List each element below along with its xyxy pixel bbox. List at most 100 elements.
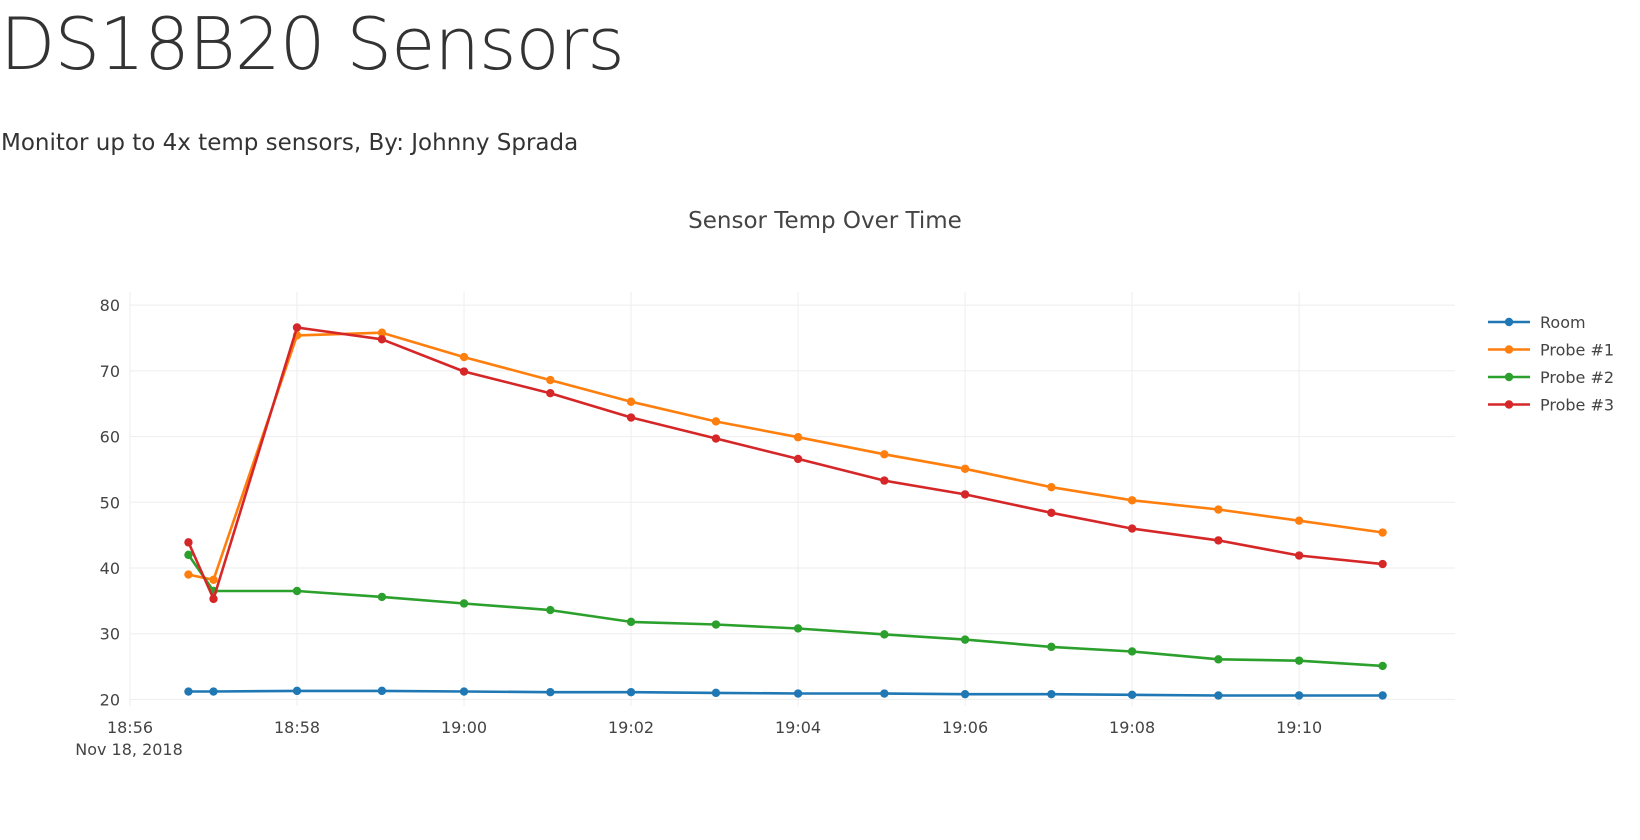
data-point[interactable] (960, 490, 970, 499)
chart-axes: 20 30 40 50 60 70 80 18:56 18:58 19:00 19:02 19:04 1… (75, 296, 1322, 759)
x-tick-label: 18:56 (107, 718, 153, 737)
chart-grid (129, 292, 1455, 706)
legend-item[interactable]: Probe #1 (1488, 341, 1614, 360)
x-tick-label: 19:08 (1109, 718, 1155, 737)
data-point[interactable] (793, 624, 803, 633)
data-point[interactable] (880, 630, 889, 639)
data-point[interactable] (209, 594, 218, 604)
data-point[interactable] (1214, 536, 1223, 545)
data-point[interactable] (546, 605, 555, 615)
y-tick-label: 20 (100, 690, 120, 709)
data-point[interactable] (459, 599, 469, 608)
data-point[interactable] (880, 689, 889, 698)
legend-item[interactable]: Probe #2 (1488, 368, 1614, 387)
data-point[interactable] (209, 575, 218, 585)
legend-label: Probe #3 (1540, 396, 1614, 415)
chart-series[interactable] (184, 323, 1387, 700)
data-point[interactable] (1294, 516, 1304, 525)
data-point[interactable] (793, 433, 803, 442)
data-point[interactable] (1294, 691, 1304, 700)
data-point[interactable] (880, 450, 889, 459)
legend-item[interactable]: Probe #3 (1488, 396, 1614, 415)
chart-title: Sensor Temp Over Time (688, 208, 962, 234)
legend-item[interactable]: Room (1488, 313, 1586, 332)
data-point[interactable] (1047, 642, 1056, 652)
data-point[interactable] (793, 454, 803, 464)
data-point[interactable] (711, 434, 721, 443)
legend-swatch-marker (1504, 372, 1514, 382)
data-point[interactable] (292, 323, 302, 332)
series-0[interactable] (184, 686, 1387, 700)
sensor-temp-chart[interactable]: Sensor Temp Over Time 20 30 40 50 60 70 80 18:5… (0, 190, 1640, 810)
data-point[interactable] (209, 687, 218, 696)
series-line[interactable] (187, 326, 1383, 601)
data-point[interactable] (1378, 661, 1387, 671)
series-line[interactable] (188, 689, 1383, 697)
data-point[interactable] (292, 686, 302, 696)
data-point[interactable] (880, 476, 889, 485)
data-point[interactable] (1378, 691, 1387, 700)
data-point[interactable] (1047, 482, 1056, 492)
series-3[interactable] (184, 323, 1387, 604)
y-tick-label: 40 (100, 559, 120, 578)
x-tick-label: 19:02 (608, 718, 654, 737)
data-point[interactable] (459, 687, 469, 696)
x-date-label: Nov 18, 2018 (75, 740, 183, 759)
data-point[interactable] (960, 464, 970, 473)
data-point[interactable] (1214, 655, 1223, 664)
x-tick-label: 19:00 (441, 718, 487, 737)
data-point[interactable] (377, 335, 387, 344)
data-point[interactable] (711, 688, 721, 698)
data-point[interactable] (377, 328, 387, 337)
data-point[interactable] (626, 397, 636, 406)
x-tick-label: 19:06 (942, 718, 988, 737)
data-point[interactable] (711, 417, 721, 426)
data-point[interactable] (184, 570, 193, 579)
legend-label: Room (1540, 313, 1586, 332)
data-point[interactable] (546, 375, 555, 385)
data-point[interactable] (1294, 656, 1304, 665)
y-tick-label: 30 (100, 625, 120, 644)
data-point[interactable] (1127, 647, 1137, 656)
data-point[interactable] (546, 389, 555, 398)
data-point[interactable] (1294, 551, 1304, 560)
data-point[interactable] (1127, 690, 1137, 700)
data-point[interactable] (292, 586, 302, 596)
data-point[interactable] (1127, 496, 1137, 505)
data-point[interactable] (546, 688, 555, 697)
x-tick-label: 19:04 (775, 718, 821, 737)
data-point[interactable] (1047, 508, 1056, 517)
series-line[interactable] (187, 554, 1383, 668)
legend-label: Probe #1 (1540, 341, 1614, 360)
data-point[interactable] (459, 352, 469, 362)
legend-swatch-marker (1504, 400, 1514, 409)
data-point[interactable] (1214, 505, 1223, 514)
data-point[interactable] (1378, 559, 1387, 569)
page-subtitle: Monitor up to 4x temp sensors, By: Johnn… (1, 130, 579, 156)
data-point[interactable] (960, 689, 970, 699)
data-point[interactable] (626, 413, 636, 422)
data-point[interactable] (626, 617, 636, 627)
data-point[interactable] (1214, 691, 1223, 700)
data-point[interactable] (960, 635, 970, 644)
data-point[interactable] (626, 688, 636, 697)
legend-swatch-marker (1504, 345, 1514, 354)
chart-legend[interactable]: Room Probe #1 Probe #2 Probe #3 (1488, 313, 1614, 415)
series-2[interactable] (184, 550, 1387, 671)
data-point[interactable] (1047, 689, 1056, 699)
data-point[interactable] (377, 592, 387, 602)
page-title: DS18B20 Sensors (0, 2, 625, 86)
data-point[interactable] (377, 686, 387, 696)
data-point[interactable] (1127, 524, 1137, 533)
data-point[interactable] (184, 550, 193, 560)
data-point[interactable] (711, 620, 721, 629)
data-point[interactable] (184, 687, 193, 696)
legend-swatch-marker (1504, 317, 1514, 327)
y-tick-label: 80 (100, 296, 120, 315)
data-point[interactable] (459, 367, 469, 376)
data-point[interactable] (793, 689, 803, 698)
legend-label: Probe #2 (1540, 368, 1614, 387)
x-tick-label: 18:58 (274, 718, 320, 737)
data-point[interactable] (184, 538, 193, 547)
data-point[interactable] (1378, 528, 1387, 537)
